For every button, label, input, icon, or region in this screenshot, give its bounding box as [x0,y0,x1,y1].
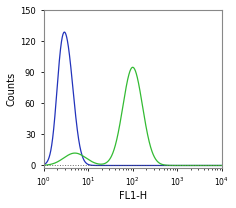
Y-axis label: Counts: Counts [7,72,17,106]
X-axis label: FL1-H: FL1-H [119,191,147,201]
